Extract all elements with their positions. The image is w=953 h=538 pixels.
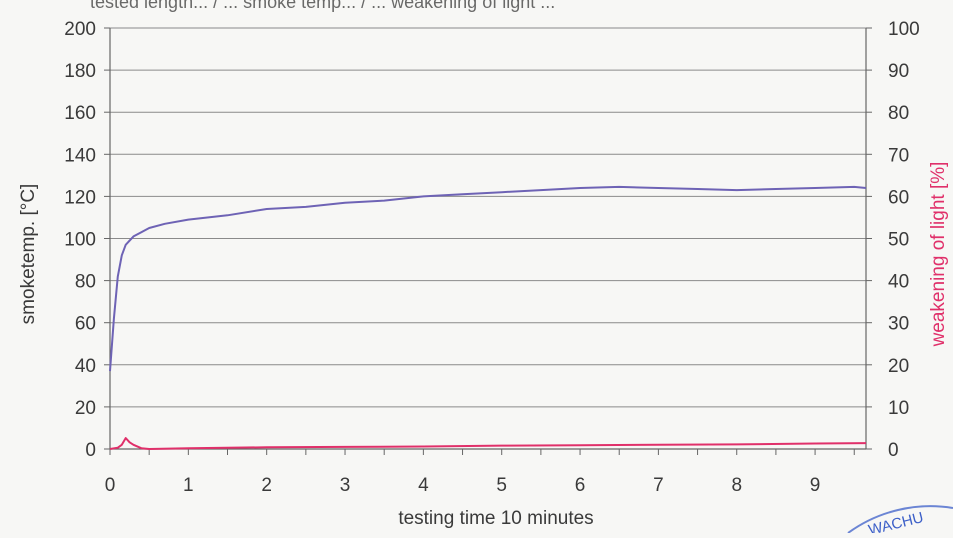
x-tick-label: 7 [653,475,664,496]
left-tick-label: 40 [75,356,96,377]
left-tick-label: 80 [75,272,96,293]
x-tick-labels: 0 1 2 3 4 5 6 7 8 9 [105,475,821,496]
gridlines [110,27,866,408]
x-tick-label: 1 [183,475,194,496]
x-tick-label: 6 [575,475,586,496]
x-tick-label: 9 [810,475,821,496]
x-tick-label: 8 [731,475,742,496]
left-tick-label: 0 [85,440,96,461]
smoketemp-series-line [109,185,867,372]
stamp-seal: WACHU [847,505,953,538]
left-tick-label: 180 [64,61,96,82]
header-fragment: tested length... / ... smoke temp... / .… [90,0,555,12]
x-tick-label: 2 [261,475,272,496]
left-tick-labels: 0 20 40 60 80 100 120 140 160 180 200 [64,19,96,461]
right-axis-title: weakening of light [%] [928,162,949,348]
x-tick-label: 0 [105,475,116,496]
stamp-text: WACHU [867,509,926,533]
right-tick-label: 20 [888,356,909,377]
left-axis-title: smoketemp. [°C] [18,184,39,325]
right-tick-label: 100 [888,19,920,40]
left-tick-label: 100 [64,230,96,251]
right-tick-label: 0 [888,440,899,461]
right-tick-label: 80 [888,103,909,124]
left-tick-label: 20 [75,398,96,419]
x-tick-label: 5 [496,475,507,496]
right-tick-label: 90 [888,61,909,82]
left-tick-label: 60 [75,314,96,335]
right-tick-label: 60 [888,187,909,208]
left-tick-label: 140 [64,145,96,166]
weakening-of-light-series-line [109,437,867,450]
right-tick-labels: 0 10 20 30 40 50 60 70 80 90 100 [888,19,920,461]
axes [104,27,872,455]
left-tick-label: 120 [64,187,96,208]
right-tick-label: 50 [888,230,909,251]
x-tick-label: 4 [418,475,429,496]
left-tick-label: 160 [64,103,96,124]
x-axis-title: testing time 10 minutes [398,508,593,529]
left-tick-label: 200 [64,19,96,40]
series-group [109,185,867,450]
right-tick-label: 70 [888,145,909,166]
right-tick-label: 10 [888,398,909,419]
x-tick-label: 3 [340,475,351,496]
right-tick-label: 30 [888,314,909,335]
right-tick-label: 40 [888,272,909,293]
